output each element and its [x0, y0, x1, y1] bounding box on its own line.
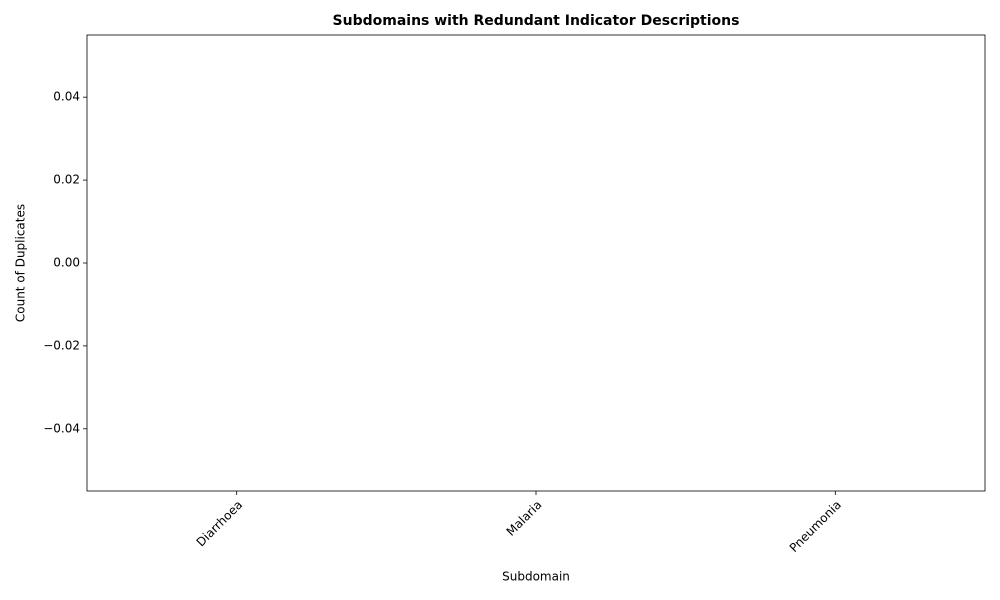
y-tick-label: −0.02 [43, 338, 80, 352]
x-tick-label: Malaria [504, 498, 545, 539]
y-axis-label: Count of Duplicates [14, 204, 28, 322]
x-axis-label: Subdomain [502, 570, 570, 584]
y-tick-label: 0.02 [53, 173, 80, 187]
y-tick-label: 0.00 [53, 256, 80, 270]
x-tick-label: Pneumonia [787, 498, 844, 555]
y-tick-label: −0.04 [43, 421, 80, 435]
chart-title: Subdomains with Redundant Indicator Desc… [333, 13, 740, 29]
plot-frame [86, 34, 986, 492]
y-tick-label: 0.04 [53, 90, 80, 104]
x-tick-label: Diarrhoea [194, 498, 246, 550]
